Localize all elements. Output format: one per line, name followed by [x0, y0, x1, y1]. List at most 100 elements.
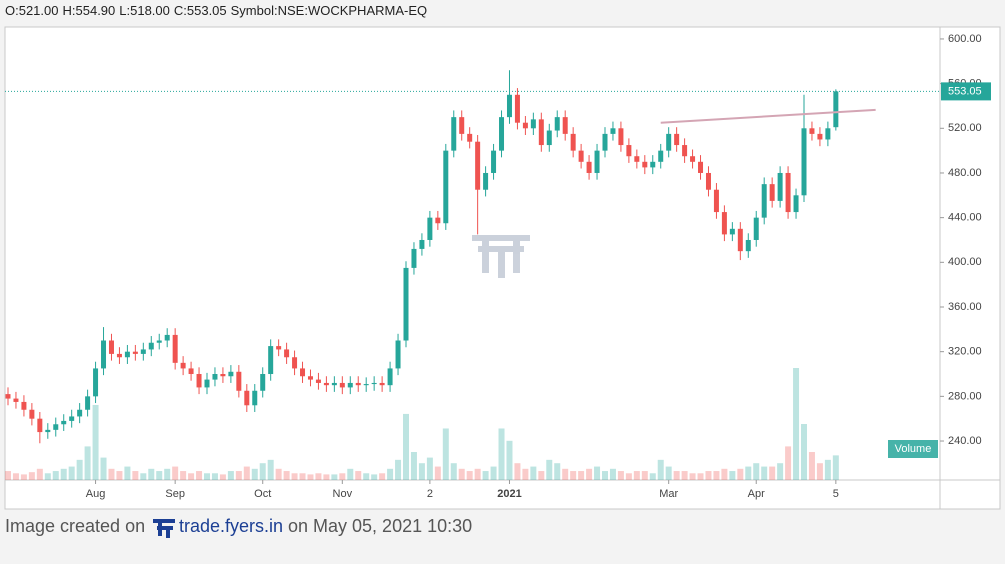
volume-bar	[713, 471, 720, 480]
candle-body	[737, 228, 743, 252]
footer: Image created on trade.fyers.in on May 0…	[5, 516, 472, 538]
y-tick-label: 400.00	[948, 256, 982, 268]
volume-bar	[586, 468, 593, 480]
volume-bar	[395, 459, 402, 480]
candle-body	[180, 362, 186, 369]
volume-bar	[243, 466, 250, 480]
candle-body	[252, 390, 258, 406]
candle-body	[658, 150, 664, 162]
candle-body	[172, 334, 178, 363]
candle-body	[61, 420, 67, 425]
x-tick-label: 2	[427, 488, 433, 500]
candle-body	[642, 161, 648, 168]
candle-body	[514, 94, 520, 123]
volume-bar	[777, 463, 784, 480]
candle-body	[228, 371, 234, 377]
x-tick-label: Apr	[748, 488, 765, 500]
candle-body	[45, 429, 51, 433]
volume-bar	[538, 471, 545, 480]
candle-body	[506, 94, 512, 118]
candle-body	[323, 382, 329, 386]
volume-bar	[689, 473, 696, 480]
volume-bar	[315, 473, 322, 480]
volume-bar	[124, 466, 131, 480]
volume-bar	[434, 466, 441, 480]
volume-bar	[745, 466, 752, 480]
candle-body	[37, 418, 43, 433]
volume-bar	[251, 468, 258, 480]
candle-body	[666, 133, 672, 151]
candle-body	[188, 368, 194, 375]
y-tick-label: 440.00	[948, 212, 982, 224]
candle-body	[379, 382, 385, 386]
volume-bar	[20, 474, 27, 480]
candle-body	[634, 156, 640, 162]
volume-bar	[729, 471, 736, 480]
candle-body	[315, 379, 321, 383]
volume-bar	[482, 471, 489, 480]
footer-suffix: on May 05, 2021 10:30	[288, 516, 472, 536]
volume-bar	[498, 428, 505, 480]
candle-body	[148, 342, 154, 350]
volume-bar	[403, 413, 409, 480]
volume-bar	[36, 468, 43, 480]
candle-body	[276, 346, 282, 350]
candle-body	[618, 128, 624, 146]
x-tick-label: Mar	[659, 488, 678, 500]
candle-body	[435, 217, 441, 224]
volume-bar	[172, 466, 179, 480]
candle-body	[546, 130, 552, 146]
volume-bar	[562, 468, 569, 480]
candle-body	[610, 128, 616, 134]
last-price-box	[941, 82, 991, 101]
candle-body	[307, 376, 313, 380]
candle-body	[499, 117, 505, 151]
volume-bar	[705, 471, 712, 480]
volume-bar	[554, 463, 561, 480]
volume-bar	[673, 471, 680, 480]
candle-body	[85, 396, 91, 410]
header-item: C:553.05	[174, 3, 227, 18]
volume-bar	[522, 468, 529, 480]
candle-body	[721, 212, 727, 235]
candle-body	[292, 357, 298, 369]
candle-body	[196, 374, 202, 388]
volume-bar	[132, 471, 139, 480]
candle-body	[443, 150, 449, 224]
candle-body	[650, 161, 656, 168]
candle-body	[156, 340, 162, 343]
volume-bar	[633, 471, 640, 480]
candle-body	[594, 150, 600, 173]
candle-body	[164, 334, 170, 341]
candle-body	[363, 384, 369, 386]
candle-body	[602, 133, 608, 151]
y-tick-label: 280.00	[948, 390, 982, 402]
candle-body	[140, 349, 146, 354]
candle-body	[331, 382, 337, 386]
candle-body	[570, 133, 576, 151]
candle-body	[427, 217, 433, 240]
volume-bar	[12, 473, 19, 480]
candle-body	[817, 133, 823, 140]
candle-body	[690, 156, 696, 162]
candle-body	[586, 161, 592, 173]
candle-body	[530, 119, 536, 129]
candle-body	[801, 128, 807, 196]
volume-bar	[578, 471, 585, 480]
candle-body	[459, 117, 465, 134]
y-tick-label: 240.00	[948, 435, 982, 447]
candle-body	[260, 374, 266, 391]
volume-bar	[148, 468, 155, 480]
volume-bar	[235, 471, 242, 480]
candle-body	[809, 128, 815, 134]
candle-body	[483, 172, 489, 190]
volume-bar	[721, 468, 728, 480]
volume-bar	[602, 471, 608, 480]
volume-bar	[530, 466, 537, 480]
footer-prefix: Image created on	[5, 516, 145, 536]
volume-bar	[490, 466, 497, 480]
volume-bar	[28, 472, 35, 480]
watermark	[472, 235, 530, 278]
candle-body	[475, 141, 481, 190]
volume-bar	[514, 463, 521, 480]
